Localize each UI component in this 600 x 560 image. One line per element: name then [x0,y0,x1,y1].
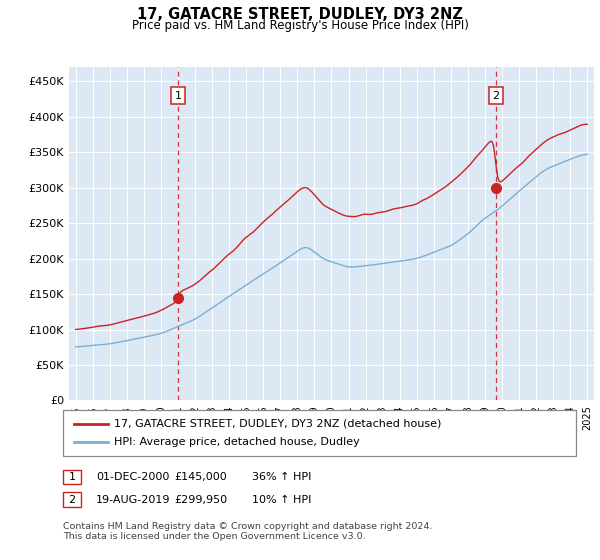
Text: Price paid vs. HM Land Registry's House Price Index (HPI): Price paid vs. HM Land Registry's House … [131,19,469,32]
Text: 36% ↑ HPI: 36% ↑ HPI [252,472,311,482]
Text: HPI: Average price, detached house, Dudley: HPI: Average price, detached house, Dudl… [114,437,360,447]
Text: 2: 2 [493,91,500,101]
Text: £299,950: £299,950 [174,494,227,505]
Text: Contains HM Land Registry data © Crown copyright and database right 2024.
This d: Contains HM Land Registry data © Crown c… [63,522,433,542]
Text: 2: 2 [68,494,76,505]
Text: 17, GATACRE STREET, DUDLEY, DY3 2NZ (detached house): 17, GATACRE STREET, DUDLEY, DY3 2NZ (det… [114,419,442,429]
Text: 19-AUG-2019: 19-AUG-2019 [96,494,170,505]
Text: 10% ↑ HPI: 10% ↑ HPI [252,494,311,505]
Text: £145,000: £145,000 [174,472,227,482]
Text: 01-DEC-2000: 01-DEC-2000 [96,472,169,482]
Text: 1: 1 [68,472,76,482]
Text: 1: 1 [175,91,182,101]
Text: 17, GATACRE STREET, DUDLEY, DY3 2NZ: 17, GATACRE STREET, DUDLEY, DY3 2NZ [137,7,463,22]
